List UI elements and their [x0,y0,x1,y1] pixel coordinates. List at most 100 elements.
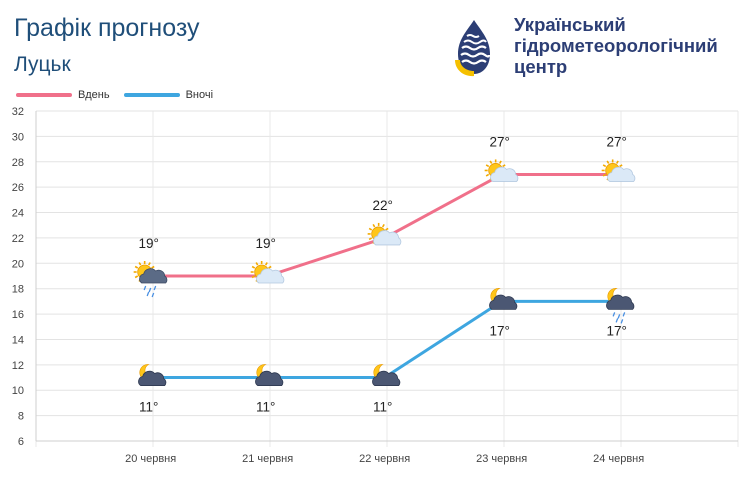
rain-drop [148,287,152,293]
label-night-0: 11° [139,400,158,415]
cloud-shape [372,370,401,386]
y-tick-label: 22 [12,233,24,245]
sun-ray [602,173,607,177]
y-tick-label: 6 [18,436,24,448]
y-tick-label: 20 [12,258,24,270]
y-tick-label: 10 [12,385,24,397]
y-tick-label: 30 [12,131,24,143]
legend-item-night[interactable]: Вночі [123,89,214,101]
sun-ray [368,237,373,241]
moon-cloud-icon [372,364,401,386]
sun-ray [372,223,376,228]
rain-drop [153,285,157,291]
label-night-3: 17° [489,323,509,338]
data-labels: 19° 19° 22° 27° 27° 11° 11° 11° 17° 17° [138,134,626,414]
sun-ray [615,160,619,164]
moon-cloud-icon [489,288,518,310]
legend-item-day[interactable]: Вдень [16,89,110,101]
rain-drop [151,292,155,298]
weather-icons [133,159,636,386]
y-tick-label: 32 [12,106,24,118]
label-day-1: 19° [255,236,275,251]
logo-line-3: центр [514,56,568,77]
ukrhydromet-logo-icon [455,20,491,77]
chart-title: Графік прогнозу [14,14,200,42]
sun-cloud-icon [250,261,285,284]
rain-drop [615,318,619,323]
rain-drop [146,291,150,297]
legend-swatch-night [123,93,180,97]
x-tick-label: 20 червня [125,453,176,465]
sun-ray [134,275,139,279]
label-night-1: 11° [256,400,275,415]
sun-ray [251,265,256,269]
legend-swatch-day [16,93,72,97]
sun-ray [147,262,151,266]
rain-drop [622,312,626,317]
y-tick-label: 24 [12,208,24,220]
logo-line-1: Український [514,14,626,35]
sun-ray [619,164,623,168]
sun-cloud-icon [367,222,402,246]
y-tick-label: 28 [12,157,24,169]
x-axis-ticks: 20 червня 21 червня 22 червня 23 червня 24 ч… [125,453,644,465]
cloud-shape [489,294,518,310]
cloud-shape [256,268,285,284]
label-night-2: 11° [373,400,392,415]
cloud-shape [138,370,167,386]
sun-ray [381,223,385,228]
sun-ray [134,265,139,269]
y-tick-label: 16 [12,309,24,321]
legend-label-night: Вночі [185,89,214,101]
sun-ray [268,265,272,269]
rain-drop [143,285,147,291]
sun-ray [606,160,610,164]
rain-drop [620,319,624,324]
chart-legend: Вдень Вночі [16,89,227,101]
sun-ray [138,262,142,266]
sun-ray [385,227,389,231]
sun-ray [251,275,256,279]
sun-ray [485,164,490,168]
sun-cloud-icon [601,159,636,182]
moon-cloud-rain-icon [606,288,635,324]
cloud-shape [490,166,519,182]
rain-drop [617,314,621,319]
x-tick-label: 23 червня [476,453,527,465]
label-day-3: 27° [489,134,509,149]
y-tick-label: 12 [12,360,24,372]
y-tick-label: 8 [18,411,24,423]
city-name: Луцьк [14,53,71,76]
logo-text: Український гідрометеорологічний центр [514,14,718,77]
cloud-shape [255,370,284,386]
y-tick-label: 26 [12,182,24,194]
y-axis-ticks: 6 8 10 12 14 16 18 20 22 24 26 28 30 32 [12,106,24,448]
sun-cloud-rain-icon [133,261,168,298]
label-day-0: 19° [138,236,158,251]
sun-ray [502,164,506,168]
legend-label-day: Вдень [78,89,110,101]
label-day-2: 22° [372,198,392,213]
sun-ray [264,262,268,266]
x-tick-label: 21 червня [242,453,293,465]
sun-ray [498,160,502,164]
cloud-shape [607,166,636,182]
moon-cloud-icon [255,364,284,386]
sun-ray [602,164,607,168]
cloud-shape [373,230,402,246]
sun-ray [368,227,373,231]
y-tick-label: 14 [12,334,24,346]
rain-drop [612,312,616,317]
moon-cloud-icon [138,364,167,386]
cloud-shape [606,294,635,310]
sun-ray [485,173,490,177]
series-line-day[interactable] [150,172,619,278]
cloud-shape [139,268,168,284]
sun-cloud-icon [484,159,519,182]
label-day-4: 27° [606,134,626,149]
sun-ray [151,265,155,269]
sun-ray [489,160,493,164]
sun-ray [255,262,259,266]
logo-line-2: гідрометеорологічний [514,35,718,56]
